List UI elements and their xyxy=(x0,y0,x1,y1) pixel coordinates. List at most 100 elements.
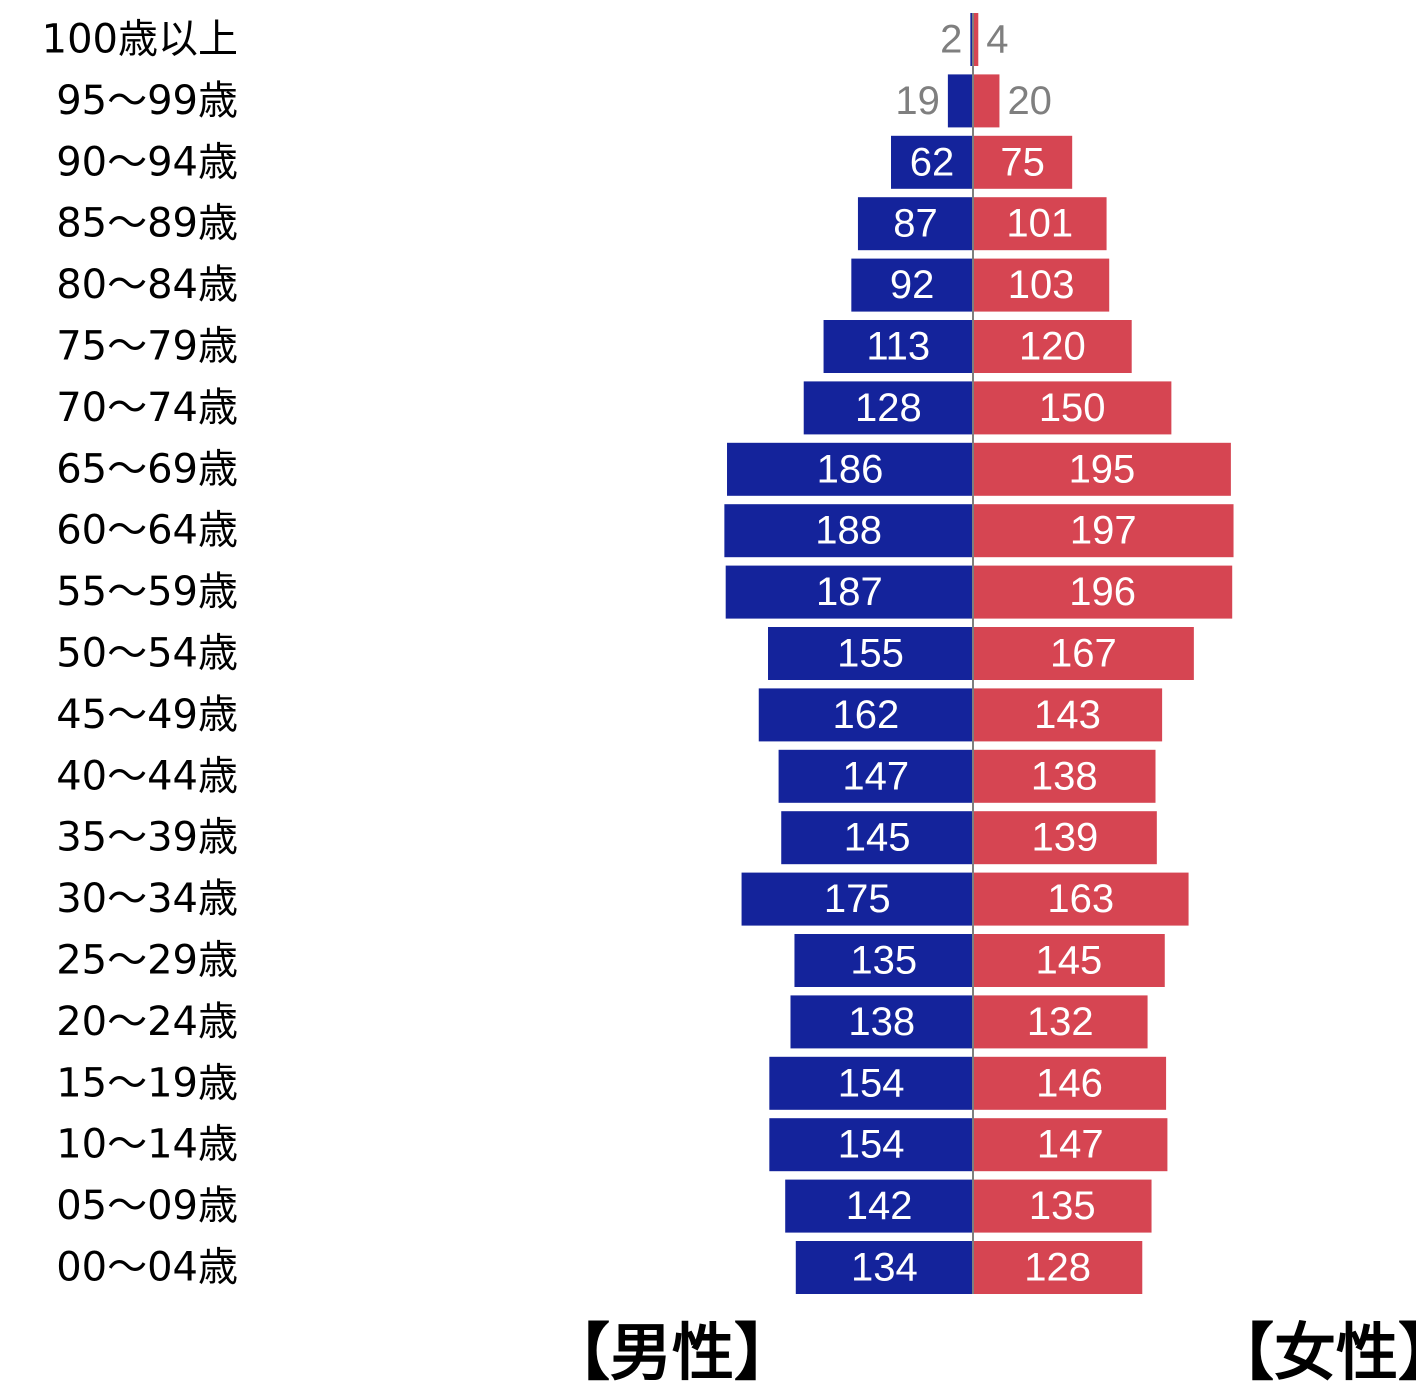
age-category-label: 80～84歳 xyxy=(56,262,238,308)
male-bar xyxy=(851,258,973,312)
female-value-label: 120 xyxy=(1019,325,1086,369)
female-value-label: 103 xyxy=(1008,263,1075,307)
age-category-label: 95～99歳 xyxy=(56,78,238,124)
male-value-label: 19 xyxy=(895,79,940,123)
male-value-label: 186 xyxy=(817,447,884,491)
female-value-label: 167 xyxy=(1050,632,1117,676)
male-value-label: 135 xyxy=(850,939,917,983)
female-value-label: 101 xyxy=(1006,202,1073,246)
male-value-label: 62 xyxy=(910,140,955,184)
male-bar xyxy=(724,504,973,558)
age-category-label: 40～44歳 xyxy=(56,753,238,799)
age-category-label: 45～49歳 xyxy=(56,692,238,738)
male-value-label: 187 xyxy=(816,570,883,614)
male-bar xyxy=(790,995,973,1049)
male-bar xyxy=(758,688,973,742)
male-series-label: 【男性】 xyxy=(548,1316,797,1389)
female-bar xyxy=(973,197,1107,251)
age-category-label: 00～04歳 xyxy=(56,1245,238,1291)
age-category-label: 55～59歳 xyxy=(56,569,238,615)
male-bar xyxy=(947,74,973,128)
female-bar xyxy=(973,565,1233,619)
female-value-label: 150 xyxy=(1039,386,1106,430)
female-value-label: 135 xyxy=(1029,1184,1096,1228)
male-value-label: 188 xyxy=(815,509,882,553)
male-value-label: 87 xyxy=(893,202,938,246)
male-bar xyxy=(781,811,973,865)
female-value-label: 196 xyxy=(1069,570,1136,614)
male-bar xyxy=(769,1056,973,1110)
male-bar xyxy=(823,320,973,373)
age-category-label: 05～09歳 xyxy=(56,1183,238,1229)
female-value-label: 20 xyxy=(1007,79,1051,123)
female-value-label: 146 xyxy=(1036,1061,1103,1105)
female-bar xyxy=(973,135,1073,189)
age-category-label: 75～79歳 xyxy=(56,324,238,370)
age-category-label: 35～39歳 xyxy=(56,815,238,861)
male-value-label: 128 xyxy=(855,386,922,430)
male-value-label: 154 xyxy=(838,1123,905,1167)
female-bar xyxy=(973,504,1234,558)
male-value-label: 92 xyxy=(890,263,935,307)
female-bar xyxy=(973,258,1110,312)
male-bar xyxy=(727,442,973,496)
male-bar xyxy=(769,1118,973,1172)
female-value-label: 163 xyxy=(1047,877,1114,921)
age-category-label: 70～74歳 xyxy=(56,385,238,431)
male-value-label: 134 xyxy=(851,1246,918,1290)
male-value-label: 175 xyxy=(824,877,891,921)
age-category-label: 15～19歳 xyxy=(56,1060,238,1106)
female-bar xyxy=(973,1118,1168,1172)
male-value-label: 155 xyxy=(837,632,904,676)
age-category-label: 85～89歳 xyxy=(56,201,238,247)
female-value-label: 75 xyxy=(1000,140,1045,184)
male-bar xyxy=(970,13,973,66)
age-category-label: 50～54歳 xyxy=(56,631,238,677)
male-bar xyxy=(768,627,973,680)
male-bar xyxy=(795,1241,973,1294)
age-category-label: 65～69歳 xyxy=(56,446,238,492)
male-bar xyxy=(741,872,973,926)
female-value-label: 138 xyxy=(1031,754,1098,798)
female-bar xyxy=(973,627,1194,680)
female-bar xyxy=(973,1056,1167,1110)
male-value-label: 2 xyxy=(940,18,962,62)
female-bar xyxy=(973,934,1165,987)
female-bar xyxy=(973,872,1189,926)
female-value-label: 128 xyxy=(1024,1246,1091,1290)
age-category-label: 25～29歳 xyxy=(56,938,238,984)
female-value-label: 143 xyxy=(1034,693,1101,737)
male-value-label: 138 xyxy=(848,1000,915,1044)
male-value-label: 145 xyxy=(844,816,911,860)
male-bar xyxy=(725,565,973,619)
female-bar xyxy=(973,688,1163,742)
male-value-label: 154 xyxy=(838,1061,905,1105)
female-bar xyxy=(973,811,1157,865)
female-bar xyxy=(973,995,1148,1049)
age-category-label: 30～34歳 xyxy=(56,876,238,922)
female-value-label: 147 xyxy=(1037,1123,1104,1167)
male-value-label: 147 xyxy=(842,754,909,798)
female-bar xyxy=(973,13,979,66)
female-value-label: 4 xyxy=(986,18,1008,62)
age-category-label: 90～94歳 xyxy=(56,139,238,185)
age-category-label: 20～24歳 xyxy=(56,999,238,1045)
female-bar xyxy=(973,74,1000,128)
male-bar xyxy=(857,197,973,251)
female-value-label: 145 xyxy=(1036,939,1103,983)
female-bar xyxy=(973,320,1132,373)
male-bar xyxy=(891,135,973,189)
male-bar xyxy=(785,1179,973,1233)
female-value-label: 132 xyxy=(1027,1000,1094,1044)
male-value-label: 162 xyxy=(833,693,900,737)
female-bar xyxy=(973,1179,1152,1233)
female-bar xyxy=(973,442,1231,496)
female-bar xyxy=(973,381,1172,435)
male-bar xyxy=(794,934,973,987)
male-value-label: 142 xyxy=(846,1184,913,1228)
age-category-label: 10～14歳 xyxy=(56,1122,238,1168)
male-bar xyxy=(803,381,973,435)
female-value-label: 195 xyxy=(1069,447,1136,491)
female-series-label: 【女性】 xyxy=(1212,1316,1416,1389)
female-bar xyxy=(973,1241,1143,1294)
